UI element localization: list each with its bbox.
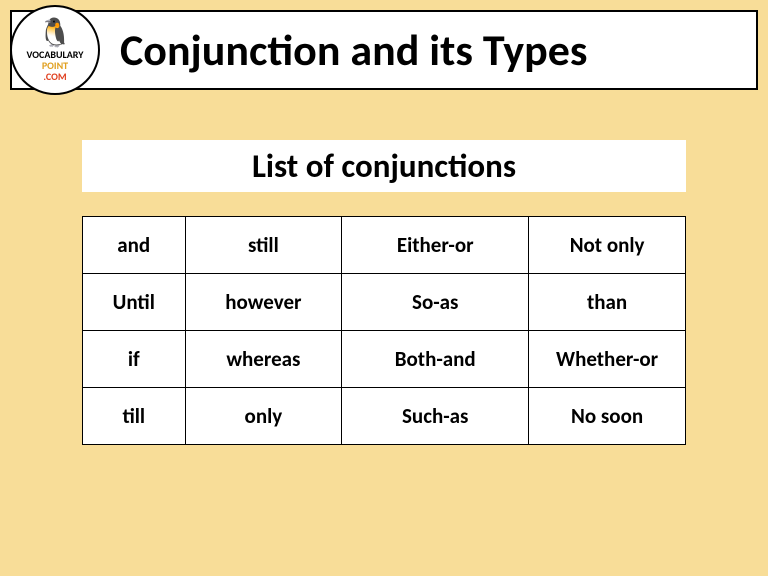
site-logo: 🐧 VOCABULARY POINT .COM <box>10 5 100 95</box>
table-cell: whereas <box>185 331 342 388</box>
table-cell: if <box>83 331 186 388</box>
logo-line-2: POINT <box>27 60 84 71</box>
logo-text: VOCABULARY POINT .COM <box>27 49 84 82</box>
table-cell: Such-as <box>342 388 529 445</box>
logo-mascot-icon: 🐧 <box>38 19 73 47</box>
table-row: and still Either-or Not only <box>83 217 686 274</box>
subtitle-box: List of conjunctions <box>82 140 686 192</box>
table-cell: only <box>185 388 342 445</box>
table-cell: till <box>83 388 186 445</box>
table-cell: Until <box>83 274 186 331</box>
table-container: and still Either-or Not only Until howev… <box>82 216 686 445</box>
table-cell: So-as <box>342 274 529 331</box>
table-cell: Not only <box>529 217 686 274</box>
table-row: till only Such-as No soon <box>83 388 686 445</box>
table-cell: however <box>185 274 342 331</box>
subtitle: List of conjunctions <box>252 146 516 186</box>
logo-line-3: .COM <box>27 71 84 82</box>
table-cell: Either-or <box>342 217 529 274</box>
conjunctions-table: and still Either-or Not only Until howev… <box>82 216 686 445</box>
table-cell: Both-and <box>342 331 529 388</box>
table-cell: Whether-or <box>529 331 686 388</box>
table-cell: and <box>83 217 186 274</box>
table-cell: still <box>185 217 342 274</box>
table-cell: No soon <box>529 388 686 445</box>
logo-line-1: VOCABULARY <box>27 49 84 60</box>
table-row: Until however So-as than <box>83 274 686 331</box>
table-row: if whereas Both-and Whether-or <box>83 331 686 388</box>
page-title: Conjunction and its Types <box>120 23 587 77</box>
table-cell: than <box>529 274 686 331</box>
header-box: 🐧 VOCABULARY POINT .COM Conjunction and … <box>10 10 758 90</box>
